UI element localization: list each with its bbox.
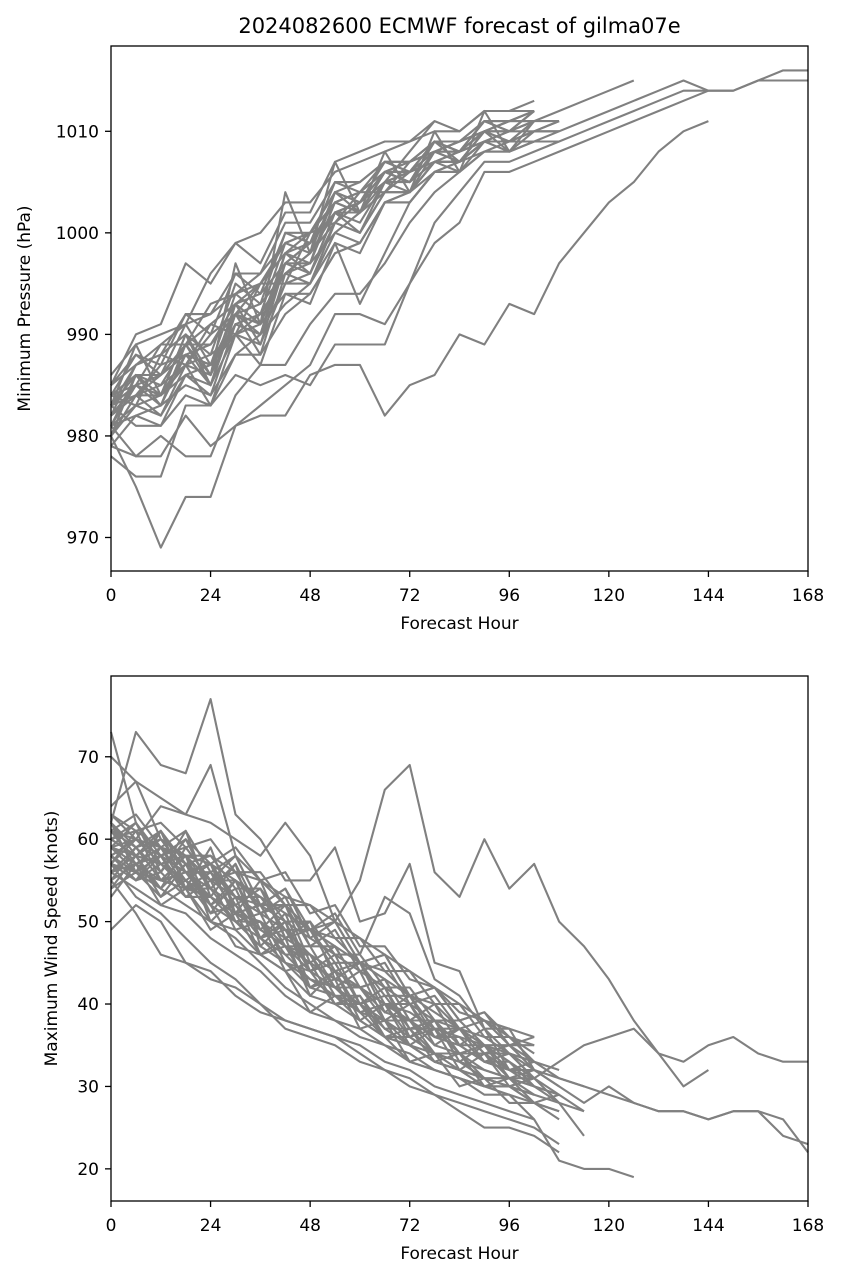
pressure-x-tick-label: 168 <box>792 586 824 606</box>
pressure-y-ticks: 970 980 990 1000 1010 <box>56 122 111 548</box>
pressure-series-group <box>110 69 808 549</box>
pressure-series-line-28 <box>110 140 560 427</box>
pressure-series-line-29 <box>110 120 510 387</box>
pressure-x-tick-label: 24 <box>200 586 222 606</box>
wind-series-line-6 <box>110 879 560 1154</box>
pressure-x-tick-label: 0 <box>106 586 117 606</box>
wind-series-line-21 <box>110 871 535 1104</box>
wind-series-line-42 <box>110 854 535 1096</box>
pressure-series-line-19 <box>110 130 535 437</box>
wind-series-line-22 <box>110 830 535 1038</box>
wind-x-axis-label: Forecast Hour <box>400 1244 518 1264</box>
wind-panel: 0 24 48 72 96 120 144 168 20 30 40 50 60 70 Forecast… <box>42 675 824 1264</box>
wind-series-group <box>109 698 809 1179</box>
wind-x-tick-label: 144 <box>692 1216 724 1236</box>
pressure-series-line-16 <box>110 120 535 447</box>
pressure-series-line-2 <box>110 79 808 458</box>
wind-x-tick-label: 0 <box>106 1216 117 1236</box>
pressure-y-tick-label: 990 <box>67 325 99 345</box>
wind-y-tick-label: 30 <box>77 1077 99 1097</box>
wind-y-tick-label: 20 <box>77 1160 99 1180</box>
pressure-y-tick-label: 1010 <box>56 122 99 142</box>
wind-series-line-37 <box>110 813 535 1063</box>
pressure-x-tick-label: 144 <box>692 586 724 606</box>
wind-x-tick-label: 72 <box>399 1216 421 1236</box>
wind-series-line-33 <box>110 830 535 1088</box>
pressure-panel: 2024082600 ECMWF forecast of gilma07e 0 2… <box>15 14 824 634</box>
pressure-series-line-6 <box>110 109 535 376</box>
wind-series-line-7 <box>110 863 560 1145</box>
wind-series-line-2 <box>110 763 809 1146</box>
pressure-x-ticks: 0 24 48 72 96 120 144 168 <box>106 571 824 606</box>
wind-x-tick-label: 48 <box>299 1216 321 1236</box>
pressure-y-tick-label: 980 <box>67 427 99 447</box>
chart-title: 2024082600 ECMWF forecast of gilma07e <box>238 14 680 38</box>
wind-series-line-43 <box>110 821 560 1071</box>
wind-series-line-0 <box>110 763 808 1063</box>
wind-series-line-41 <box>110 813 535 1047</box>
pressure-series-line-3 <box>110 79 709 458</box>
wind-y-tick-label: 40 <box>77 995 99 1015</box>
pressure-series-line-4 <box>110 79 635 427</box>
pressure-x-tick-label: 120 <box>593 586 625 606</box>
wind-plot-frame <box>110 675 809 1202</box>
pressure-y-axis-label: Minimum Pressure (hPa) <box>15 205 35 411</box>
pressure-x-tick-label: 72 <box>399 586 421 606</box>
wind-x-tick-label: 168 <box>792 1216 824 1236</box>
pressure-x-tick-label: 48 <box>299 586 321 606</box>
wind-y-tick-label: 70 <box>77 748 99 768</box>
wind-y-tick-label: 50 <box>77 913 99 933</box>
pressure-x-axis-label: Forecast Hour <box>400 614 518 634</box>
pressure-y-tick-label: 970 <box>67 528 99 548</box>
pressure-y-tick-label: 1000 <box>56 224 99 244</box>
wind-x-tick-label: 24 <box>200 1216 222 1236</box>
pressure-series-line-31 <box>110 130 560 417</box>
pressure-series-line-24 <box>110 130 485 396</box>
wind-x-tick-label: 120 <box>593 1216 625 1236</box>
pressure-x-tick-label: 96 <box>498 586 520 606</box>
pressure-series-line-30 <box>110 110 535 407</box>
pressure-series-line-1 <box>110 69 808 478</box>
wind-x-tick-label: 96 <box>498 1216 520 1236</box>
wind-x-ticks: 0 24 48 72 96 120 144 168 <box>106 1201 824 1236</box>
wind-y-tick-label: 60 <box>77 830 99 850</box>
pressure-plot-frame <box>110 45 809 572</box>
wind-y-ticks: 20 30 40 50 60 70 <box>77 748 111 1180</box>
wind-y-axis-label: Maximum Wind Speed (knots) <box>42 811 62 1067</box>
pressure-series-line-0 <box>110 120 709 549</box>
wind-series-line-23 <box>110 863 535 1088</box>
